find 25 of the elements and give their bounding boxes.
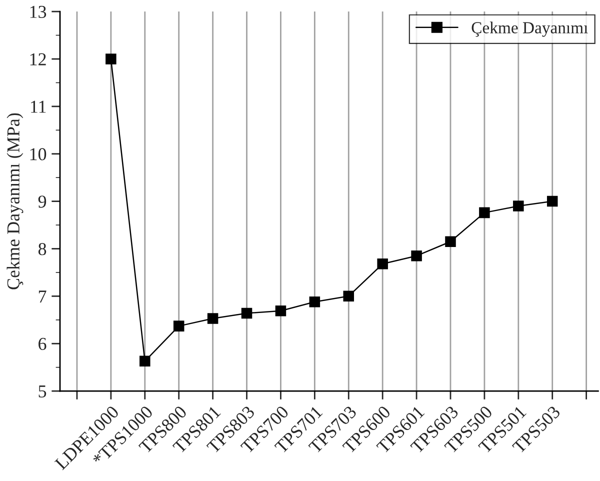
point	[411, 250, 422, 262]
point	[173, 320, 184, 332]
legend-label: Çekme Dayanımı	[472, 22, 588, 37]
point	[479, 207, 490, 218]
point	[513, 200, 524, 212]
y-tick-label: 11	[31, 100, 46, 113]
y-tick-label: 6	[38, 338, 46, 350]
point	[275, 306, 286, 316]
y-tick-label: 10	[30, 148, 46, 160]
point	[140, 356, 150, 367]
point	[546, 196, 558, 207]
y-axis-title: Çekme Dayanımı (MPa)	[6, 113, 24, 290]
point	[241, 308, 252, 319]
point	[445, 236, 456, 247]
y-tick-label: 7	[38, 290, 46, 302]
point	[343, 290, 354, 302]
point	[309, 296, 320, 308]
point	[207, 313, 218, 324]
y-tick-label: 13	[30, 6, 46, 18]
point	[377, 258, 388, 270]
y-tick-label: 8	[38, 242, 46, 256]
y-tick-label: 5	[38, 385, 46, 398]
y-tick-label: 9	[38, 196, 46, 208]
y-tick-label: 12	[30, 53, 46, 66]
point	[106, 54, 116, 64]
